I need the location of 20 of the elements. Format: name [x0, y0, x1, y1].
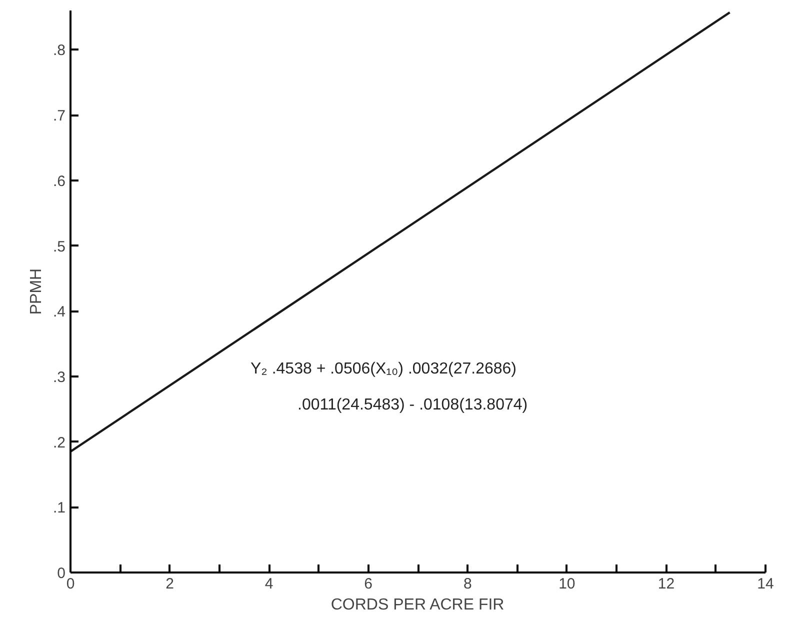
x-tick-label: 10 — [558, 576, 576, 592]
x-tick-label: 2 — [166, 576, 174, 592]
y-tick-label: 0 — [57, 565, 66, 582]
annotation: Y₂ .4538 + .0506(X₁₀) .0032(27.2686) — [250, 360, 516, 378]
y-tick-label: .5 — [52, 238, 66, 256]
x-tick-label: 6 — [364, 576, 373, 592]
y-tick-label: .8 — [52, 42, 66, 60]
x-tick-label: 8 — [463, 576, 472, 592]
y-tick-label: .6 — [52, 172, 66, 190]
y-tick-label: .7 — [52, 108, 66, 125]
x-tick-label: 12 — [658, 576, 675, 592]
y-tick-label: .3 — [52, 368, 66, 386]
annotation: .0011(24.5483) - .0108(13.8074) — [298, 396, 528, 414]
y-axis-title: PPMH — [28, 268, 45, 315]
y-tick-label: .1 — [52, 500, 66, 517]
x-axis-title: CORDS PER ACRE FIR — [330, 596, 504, 614]
x-tick-label: 4 — [264, 576, 274, 592]
y-tick-label: .2 — [52, 434, 66, 452]
y-tick-label: .4 — [52, 304, 66, 321]
x-tick-label: 14 — [757, 576, 774, 592]
